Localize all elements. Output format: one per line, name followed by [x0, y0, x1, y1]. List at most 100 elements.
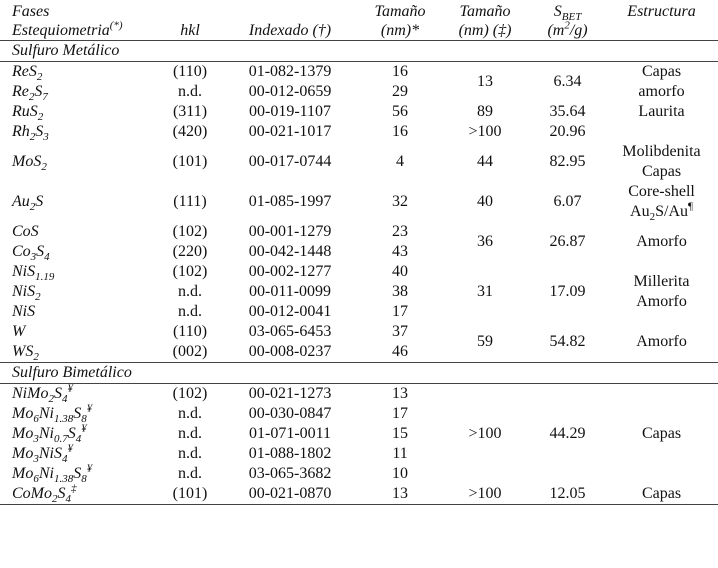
text: 6.07	[553, 193, 582, 210]
index: 01-088-1802	[220, 444, 360, 464]
line: Au2S/Au¶	[609, 200, 714, 223]
subscript: 2	[52, 493, 58, 506]
structure: Capas amorfo	[605, 62, 718, 103]
text: ReS	[12, 63, 37, 80]
structure	[605, 122, 718, 142]
table-row: MoS2 (101) 00-017-0744 4 44 82.95 Molibdenita C…	[0, 142, 718, 182]
supscript: ¥	[86, 402, 93, 415]
text: amorfo	[638, 83, 685, 100]
text: S	[67, 425, 76, 442]
text: 00-021-1017	[248, 123, 332, 140]
text: 37	[392, 323, 409, 340]
subscript: 3	[30, 251, 37, 264]
supscript: ¥	[81, 422, 87, 435]
formula: NiS1.19	[0, 262, 160, 283]
line: Laurita	[609, 102, 714, 122]
size: 15	[360, 424, 440, 444]
line: Tamaño	[364, 2, 436, 21]
sbet: 54.82	[530, 322, 605, 363]
subscript: 8	[81, 413, 87, 426]
index: 01-071-0011	[220, 424, 360, 444]
supscript: ¶	[688, 200, 693, 213]
text: Amorfo	[636, 333, 687, 350]
text: n.d.	[178, 283, 202, 300]
table-row: NiS2 n.d. 00-011-0099 38	[0, 282, 718, 303]
table-row: Mo6Ni1.38S8¥ n.d. 00-030-0847 17	[0, 402, 718, 426]
text: S/Au	[655, 203, 689, 220]
supscript: ‡	[71, 482, 77, 495]
text: Laurita	[638, 103, 685, 120]
index: 00-030-0847	[220, 404, 360, 424]
hkl: (110)	[160, 62, 220, 83]
text: Mo	[12, 445, 34, 462]
hkl: (420)	[160, 122, 220, 142]
text: 89	[477, 103, 494, 120]
sbet: 26.87	[530, 222, 605, 262]
text: 15	[392, 425, 409, 442]
text: Amorfo	[636, 293, 687, 310]
size: 17	[360, 404, 440, 424]
hkl: n.d.	[160, 282, 220, 302]
text: S	[35, 123, 44, 140]
size2: 36	[440, 222, 530, 262]
text: 82.95	[549, 153, 586, 170]
column-header: Tamaño (nm) (‡)	[440, 2, 531, 41]
text: Ni	[38, 465, 54, 482]
text: NiS	[38, 445, 62, 462]
text: Amorfo	[636, 233, 687, 250]
header-row: Fases Tamaño (nm)* Tamaño (nm) (‡) SBET (m2/g)…	[0, 2, 718, 41]
text: 00-002-1277	[248, 263, 332, 280]
size: 43	[360, 242, 440, 262]
supscript: (*)	[109, 19, 123, 32]
supscript: ¥	[86, 462, 93, 475]
sbet: 12.05	[530, 484, 606, 505]
text: Sulfuro Bimetálico	[12, 364, 132, 381]
hkl: (102)	[160, 384, 220, 405]
text: 17	[392, 303, 409, 320]
sbet: 20.96	[530, 122, 605, 142]
text: S	[53, 385, 62, 402]
index: 01-082-1379	[220, 62, 360, 83]
formula: MoS2	[0, 142, 160, 182]
text: S	[553, 3, 562, 20]
subscript: 4	[61, 453, 68, 466]
text: (nm) (‡)	[458, 22, 512, 39]
text: 29	[392, 83, 409, 100]
text: n.d.	[178, 405, 202, 422]
text: 17	[392, 405, 409, 422]
text: 16	[392, 63, 409, 80]
text: 01-085-1997	[248, 193, 332, 210]
subscript: 2	[41, 161, 47, 174]
index: 03-065-6453	[220, 322, 360, 342]
text: Au	[12, 193, 30, 210]
size2: 31	[440, 262, 530, 322]
text: 38	[392, 283, 409, 300]
index: 00-021-1273	[220, 384, 360, 405]
formula: CoMo2S4‡	[0, 482, 160, 506]
section-title: Sulfuro Bimetálico	[0, 362, 718, 384]
text: (110)	[172, 323, 208, 340]
column-header: Indexado (†)	[220, 21, 361, 41]
index: 03-065-3682	[220, 464, 360, 484]
text: Ni	[38, 425, 54, 442]
formula: WS2	[0, 342, 160, 363]
index: 01-085-1997	[220, 182, 360, 222]
size: 40	[360, 262, 440, 282]
size: 11	[360, 444, 440, 464]
formula: CoS	[0, 222, 160, 242]
text: Tamaño	[374, 3, 426, 20]
subscript: 0.7	[53, 433, 68, 446]
size: 32	[360, 182, 440, 222]
subscript: 2	[36, 71, 43, 84]
text: 54.82	[549, 333, 586, 350]
supscript: 2	[564, 19, 570, 32]
line: SBET	[534, 2, 601, 23]
text: >100	[468, 425, 502, 442]
table-row: Co3S4 (220) 00-042-1448 43	[0, 242, 718, 264]
size2: 40	[440, 182, 530, 222]
text: Au	[630, 203, 650, 220]
text: 00-012-0041	[248, 303, 332, 320]
index: 00-008-0237	[220, 342, 360, 363]
subscript: 4	[65, 493, 72, 506]
column-header: Estequiometria(*)	[0, 19, 160, 41]
